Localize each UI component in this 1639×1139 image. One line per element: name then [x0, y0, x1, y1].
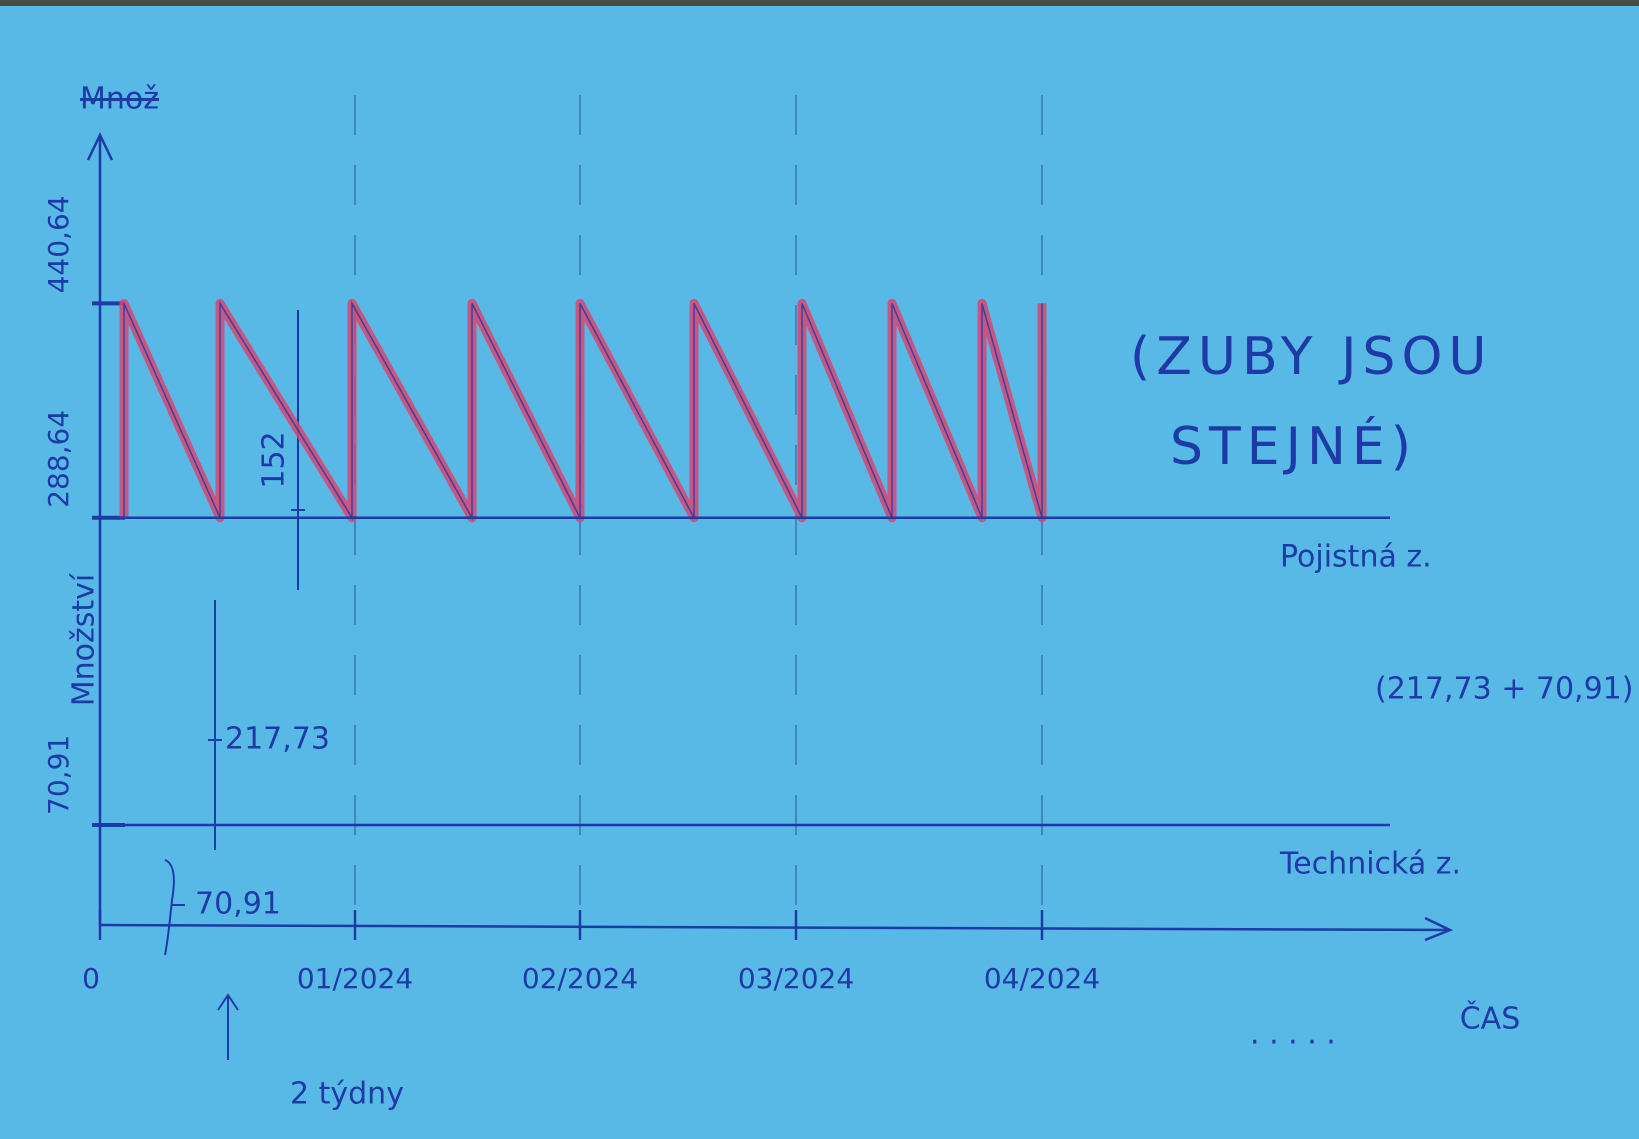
note: (ZUBY JSOU — [1130, 327, 1492, 387]
crossed-label: Množ — [80, 82, 159, 117]
y-axis-label: Množství — [67, 572, 102, 706]
x-tick-label: 04/2024 — [984, 962, 1100, 995]
paper-edge — [0, 0, 1639, 6]
x-axis-label: ČAS — [1460, 1000, 1521, 1037]
x-tick-label: 01/2024 — [297, 962, 413, 995]
x-tick-label: 0 — [82, 962, 100, 995]
annotation: 70,91 — [195, 887, 281, 922]
y-tick-label: 70,91 — [42, 735, 75, 815]
x-tick-label: 02/2024 — [522, 962, 638, 995]
annotation: 152 — [257, 431, 292, 488]
series-label: Technická z. — [1279, 846, 1461, 881]
chart: Množ (ZUBY JSOU STEJNÉ) (217,73 + 70,91)… — [0, 0, 1639, 1139]
series-label: Pojistná z. — [1280, 539, 1432, 574]
annotation: 217,73 — [225, 722, 330, 757]
note: STEJNÉ) — [1170, 416, 1417, 477]
annotation: . . . . . — [1250, 1017, 1336, 1052]
y-tick-label: 440,64 — [42, 195, 75, 293]
annotation: (217,73 + 70,91) — [1375, 672, 1633, 707]
y-tick-label: 288,64 — [42, 410, 75, 508]
page: {"chart_data": { "type": "line", "y_labe… — [0, 0, 1639, 1139]
x-tick-label: 03/2024 — [738, 962, 854, 995]
annotation: 2 týdny — [290, 1077, 404, 1112]
